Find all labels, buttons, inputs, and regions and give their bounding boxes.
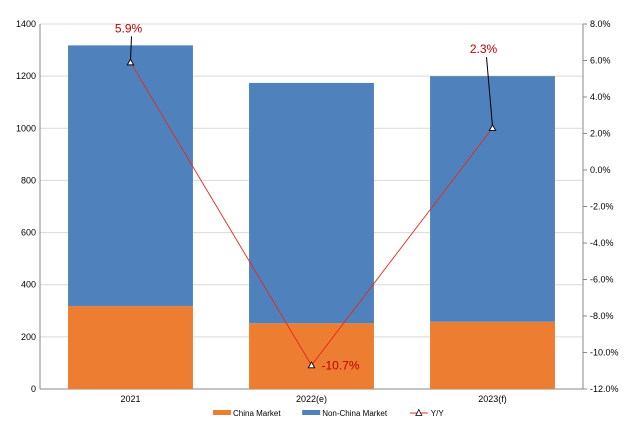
bar-china-market [249,323,374,389]
x-tick-label: 2022(e) [296,394,327,404]
legend-swatch [302,410,321,415]
y-right-tick-label: -4.0% [590,238,614,248]
legend-swatch [213,410,231,415]
bar-china-market [430,321,555,389]
legend-marker [415,408,423,416]
data-label-leader [130,36,132,61]
y-left-tick-label: 1000 [16,123,36,133]
legend-label: China Market [233,409,281,418]
y-left-tick-label: 0 [31,384,36,394]
data-label: -10.7% [322,358,360,372]
y-left-tick-label: 600 [21,228,36,238]
y-right-tick-label: 4.0% [590,92,611,102]
bar-china-market [68,306,193,389]
y-right-tick-label: -6.0% [590,275,614,285]
legend-label: Y/Y [431,409,445,418]
y-right-tick-label: -12.0% [590,384,619,394]
x-tick-label: 2021 [120,394,140,404]
bar-non-china-market [430,76,555,322]
y-right-tick-label: -2.0% [590,202,614,212]
yy-marker [307,361,316,369]
y-right-tick-label: -10.0% [590,348,619,358]
data-label-leader [486,56,493,127]
data-label: 2.3% [470,42,498,56]
y-right-tick-label: -8.0% [590,311,614,321]
y-left-tick-label: 1400 [16,19,36,29]
bar-non-china-market [68,45,193,307]
data-label: 5.9% [115,21,143,35]
yy-marker [126,58,135,66]
yy-marker [488,123,497,132]
bar-non-china-market [249,82,374,324]
y-left-tick-label: 1200 [16,71,36,81]
y-right-tick-label: 2.0% [590,129,611,139]
y-left-tick-label: 400 [21,280,36,290]
y-right-tick-label: 8.0% [590,19,611,29]
x-tick-label: 2023(f) [478,394,507,404]
y-left-tick-label: 200 [21,332,36,342]
legend-label: Non-China Market [322,409,388,418]
y-right-tick-label: 0.0% [590,165,611,175]
y-left-tick-label: 800 [21,175,36,185]
y-right-tick-label: 6.0% [590,56,611,66]
